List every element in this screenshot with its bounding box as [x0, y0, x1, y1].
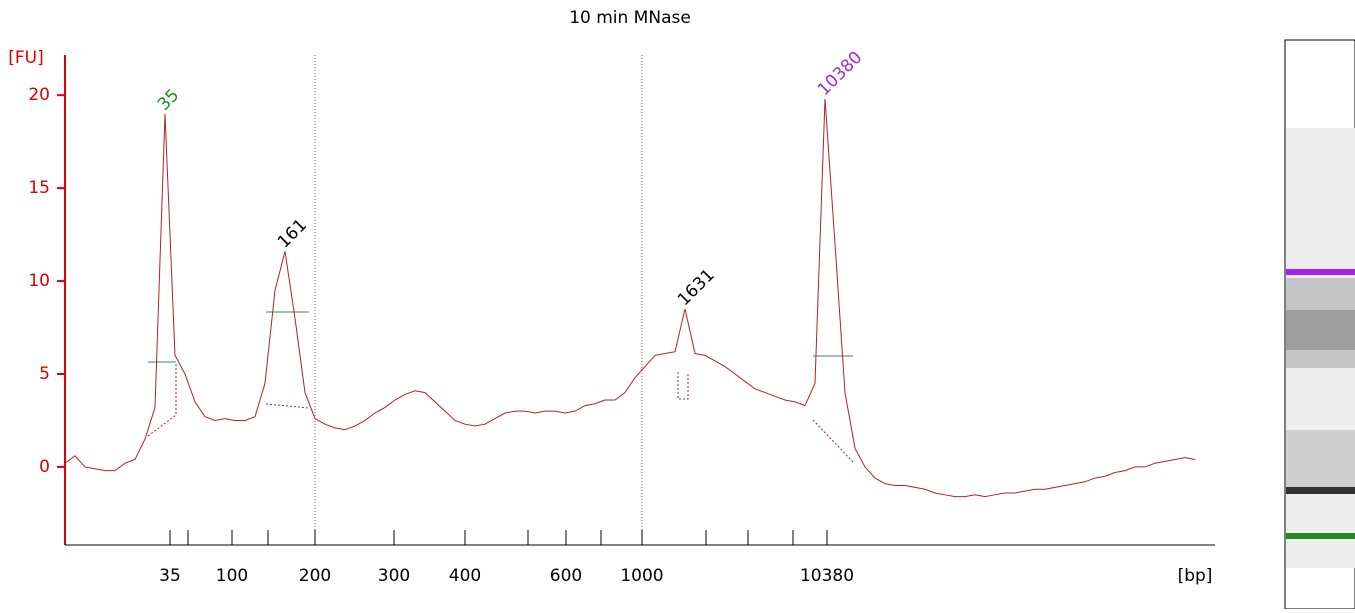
x-axis-label: [bp] — [1178, 566, 1213, 586]
x-tick-label: 100 — [216, 566, 248, 586]
x-tick-label: 300 — [378, 566, 410, 586]
peak-label: 10380 — [814, 48, 866, 100]
peak-label: 35 — [154, 85, 183, 114]
y-tick-label: 20 — [28, 85, 50, 105]
trace — [64, 98, 1196, 498]
peak-label: 1631 — [674, 265, 719, 310]
chart-title: 10 min MNase — [569, 8, 691, 28]
peak-label: 161 — [274, 215, 311, 252]
x-tick-label: 10380 — [800, 566, 854, 586]
y-tick-label: 15 — [28, 178, 50, 198]
gel-lane — [1284, 39, 1355, 610]
peak-bars — [148, 311, 853, 363]
x-tick-label: 400 — [449, 566, 481, 586]
y-tick-label: 10 — [28, 271, 50, 291]
x-tick-label: 200 — [299, 566, 331, 586]
x-tick-label: 600 — [550, 566, 582, 586]
y-tick-label: 5 — [39, 364, 50, 384]
x-tick-label: 35 — [159, 566, 181, 586]
y-tick-label: 0 — [39, 457, 50, 477]
x-tick-label: 1000 — [620, 566, 663, 586]
baselines — [147, 362, 854, 463]
y-axis-label: [FU] — [8, 48, 44, 68]
